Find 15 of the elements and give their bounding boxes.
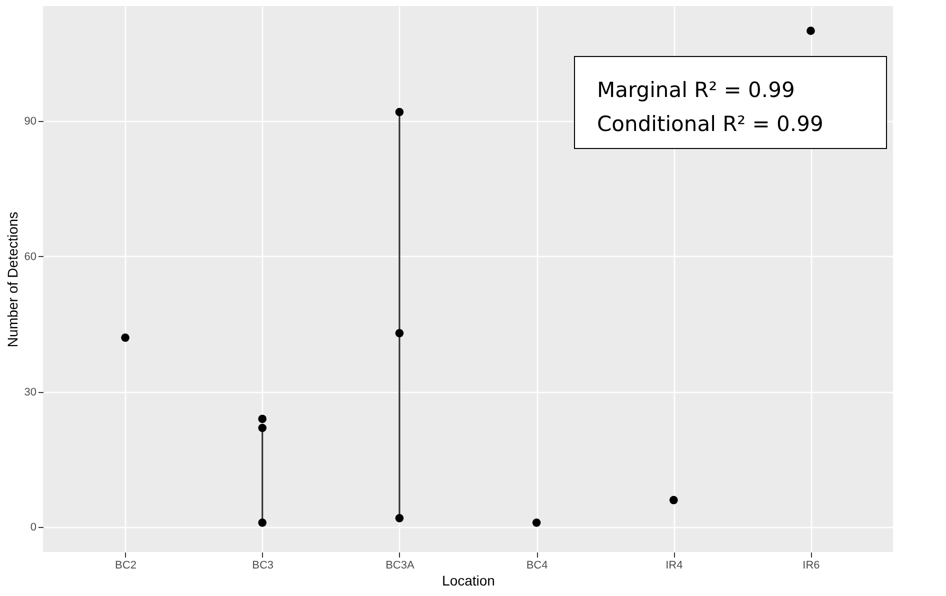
y-axis-title: Number of Detections	[4, 212, 20, 348]
annotation: Conditional R² = 0.99	[597, 111, 824, 138]
x-tick-label: BC3A	[386, 560, 415, 572]
x-tick-label: BC2	[115, 560, 136, 572]
x-tick-label: BC4	[526, 560, 548, 572]
y-tick-label: 30	[24, 386, 36, 398]
x-tick-label: IR4	[666, 560, 683, 572]
x-tick-label: IR6	[802, 560, 820, 572]
y-tick-label: 90	[24, 116, 36, 128]
y-tick-label: 0	[30, 522, 36, 534]
y-tick-label: 60	[24, 250, 36, 263]
x-axis-title: Location	[442, 572, 495, 588]
x-tick-label: BC3	[252, 560, 274, 572]
note-box: Marginal R² = 0.99 Conditional R² = 0.99	[574, 56, 887, 149]
annotation: Marginal R² = 0.99	[597, 77, 796, 104]
